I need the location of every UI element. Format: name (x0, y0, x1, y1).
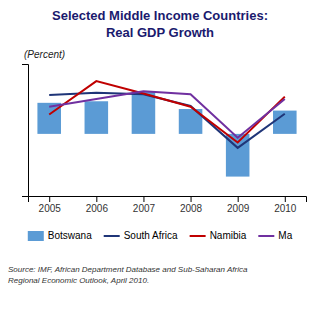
line (49, 91, 285, 138)
x-tick-label: 2006 (86, 203, 109, 214)
x-tick: 2006 (86, 196, 109, 214)
source-line: Regional Economic Outlook, April 2010. (8, 276, 149, 285)
subtitle: Real GDP Growth (106, 25, 214, 40)
y-axis (22, 65, 29, 197)
x-axis: 2005 2006 2007 2008 2009 2010 (29, 196, 307, 214)
legend-item: Namibia (190, 230, 247, 241)
legend-item: South Africa (104, 230, 178, 241)
legend-label: Botswana (48, 230, 92, 241)
plot-area (37, 81, 296, 177)
line (49, 81, 285, 142)
title: Selected Middle Income Countries: (52, 8, 268, 23)
source-note: Source: IMF, African Department Database… (8, 265, 248, 285)
x-tick-mark (191, 196, 192, 202)
legend-swatch (28, 231, 44, 241)
x-tick-label: 2008 (180, 203, 203, 214)
x-tick: 2008 (180, 196, 203, 214)
legend-swatch (104, 235, 120, 237)
legend-label: South Africa (124, 230, 178, 241)
legend-item: Ma (258, 230, 292, 241)
x-tick-mark (143, 196, 144, 202)
x-tick: 2005 (39, 196, 62, 214)
x-tick-mark (49, 196, 50, 202)
legend-swatch (258, 235, 274, 237)
y-axis-title: (Percent) (24, 49, 65, 60)
x-tick: 2009 (227, 196, 250, 214)
x-tick: 2010 (274, 196, 297, 214)
legend-swatch (190, 235, 206, 237)
legend-label: Namibia (210, 230, 247, 241)
x-tick-mark (285, 196, 286, 202)
legend-label: Ma (278, 230, 292, 241)
x-tick-mark (238, 196, 239, 202)
y-axis-line (22, 65, 29, 197)
x-tick-label: 2009 (227, 203, 250, 214)
x-tick-label: 2010 (274, 203, 297, 214)
chart: Selected Middle Income Countries: Real GD… (0, 0, 320, 320)
legend-item: Botswana (28, 230, 92, 241)
x-tick-label: 2005 (39, 203, 62, 214)
legend: Botswana South Africa Namibia Ma (28, 230, 293, 241)
bar (85, 101, 109, 134)
x-tick-mark (96, 196, 97, 202)
bar-series (37, 91, 296, 176)
source-line: Source: IMF, African Department Database… (8, 265, 248, 274)
bar (132, 91, 156, 134)
x-tick: 2007 (133, 196, 156, 214)
x-axis-line (29, 197, 307, 203)
x-tick-label: 2007 (133, 203, 156, 214)
